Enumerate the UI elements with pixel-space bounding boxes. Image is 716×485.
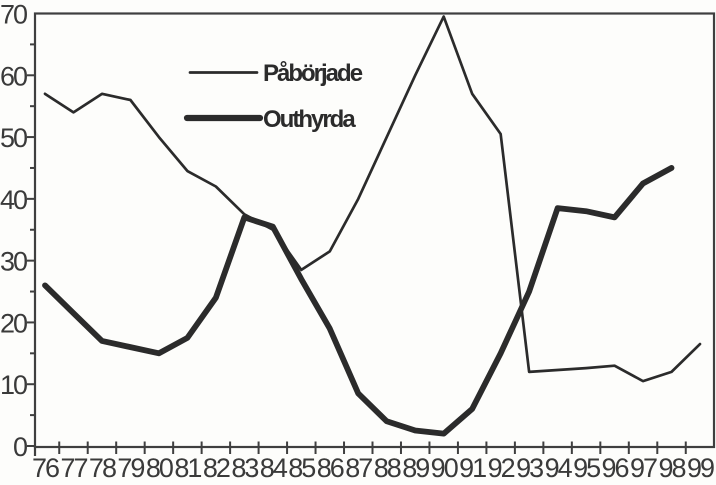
- legend-label-outhyrda: Outhyrda: [263, 106, 356, 133]
- x-axis: 76 77 78 79 80 81 82 83 84 85 86 87 88 89 90 91 92 93 94 95…: [32, 441, 716, 483]
- x-axis-label: 97: [630, 453, 657, 483]
- x-axis-label: 88: [374, 453, 401, 483]
- x-axis-label: 92: [488, 453, 515, 483]
- legend-label-paborjade: Påbörjade: [263, 60, 363, 87]
- y-axis: 0 10 20 30 40 50 60 70: [0, 0, 35, 462]
- y-axis-label: 60: [0, 61, 27, 91]
- legend: Påbörjade Outhyrda: [183, 60, 365, 133]
- x-axis-label: 81: [174, 453, 201, 483]
- y-axis-label: 10: [0, 370, 27, 400]
- series-line-outhyrda: [42, 165, 675, 437]
- x-axis-label: 93: [516, 453, 543, 483]
- y-axis-label: 50: [0, 123, 27, 153]
- x-axis-label: 96: [602, 453, 629, 483]
- x-axis-label: 84: [260, 453, 288, 483]
- x-axis-label: 80: [146, 453, 173, 483]
- plot-frame: [33, 12, 716, 449]
- x-axis-label: 95: [573, 453, 600, 483]
- y-axis-label: 0: [13, 432, 27, 462]
- x-axis-label: 85: [288, 453, 315, 483]
- series-lines: [42, 15, 702, 437]
- plot-frame-group: [33, 12, 716, 456]
- x-axis-label: 87: [345, 453, 372, 483]
- x-axis-label: 94: [545, 453, 573, 483]
- x-axis-label: 86: [317, 453, 344, 483]
- x-axis-label: 79: [117, 453, 144, 483]
- x-axis-label: 90: [431, 453, 458, 483]
- series-line-pbrjade: [43, 15, 702, 383]
- y-axis-label: 30: [0, 247, 27, 277]
- y-axis-label: 20: [0, 308, 27, 338]
- x-axis-label: 77: [60, 453, 87, 483]
- x-axis-label: 89: [402, 453, 429, 483]
- x-axis-label: 83: [231, 453, 258, 483]
- x-axis-label: 98: [658, 453, 685, 483]
- x-axis-label: 99: [687, 453, 714, 483]
- x-axis-label: 82: [203, 453, 230, 483]
- x-axis-label: 91: [459, 453, 486, 483]
- y-axis-label: 70: [0, 0, 27, 30]
- y-axis-label: 40: [0, 185, 27, 215]
- x-axis-label: 76: [32, 453, 59, 483]
- x-axis-label: 78: [89, 453, 116, 483]
